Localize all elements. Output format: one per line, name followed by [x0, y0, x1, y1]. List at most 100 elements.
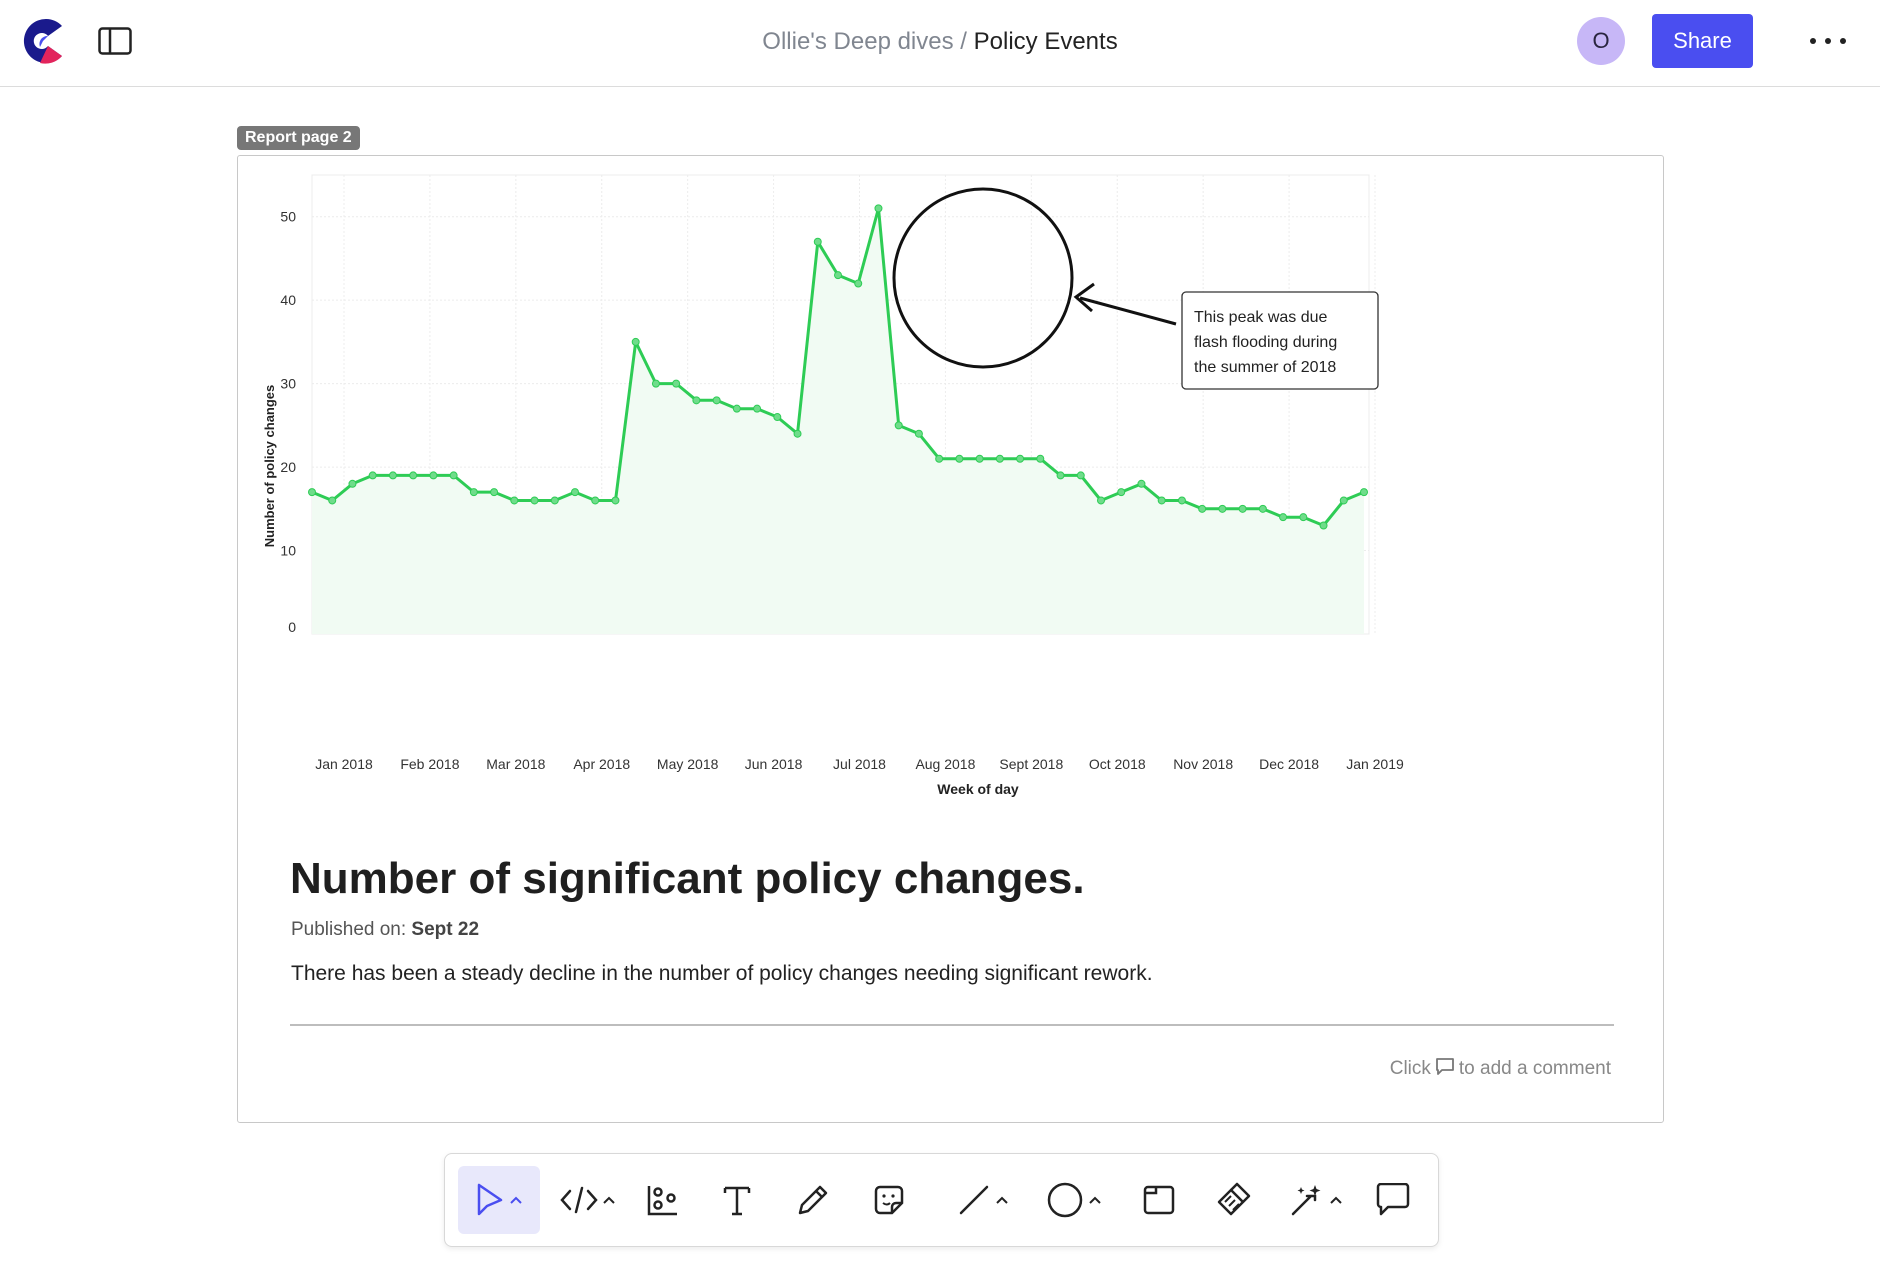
pencil-icon — [798, 1185, 828, 1215]
top-bar: Ollie's Deep dives / Policy Events O Sha… — [0, 0, 1880, 87]
data-point[interactable] — [1279, 513, 1288, 522]
data-point[interactable] — [935, 454, 944, 463]
policy-changes-chart[interactable]: 0 10 20 30 40 50 Jan 2018 Feb 2018 Mar 2018 Apr … — [238, 156, 1663, 816]
share-button[interactable]: Share — [1652, 14, 1753, 68]
data-point[interactable] — [611, 496, 620, 505]
data-point[interactable] — [631, 337, 640, 346]
chevron-up-icon — [1089, 1196, 1101, 1204]
comment-tool-button[interactable] — [1365, 1166, 1421, 1234]
data-point[interactable] — [469, 488, 478, 497]
code-tool-button[interactable] — [555, 1166, 621, 1234]
data-point[interactable] — [1036, 454, 1045, 463]
data-point[interactable] — [348, 479, 357, 488]
stamp-tool-button[interactable] — [1205, 1166, 1261, 1234]
user-avatar[interactable]: O — [1577, 17, 1625, 65]
data-point[interactable] — [955, 454, 964, 463]
peak-highlight-circle — [892, 187, 1074, 369]
data-point[interactable] — [1177, 496, 1186, 505]
data-point[interactable] — [732, 404, 741, 413]
sticker-icon — [874, 1185, 904, 1215]
chart-icon — [647, 1186, 677, 1216]
data-point[interactable] — [914, 429, 923, 438]
data-point[interactable] — [773, 413, 782, 422]
data-point[interactable] — [1339, 496, 1348, 505]
data-point[interactable] — [1097, 496, 1105, 505]
x-tick-label: Mar 2018 — [486, 756, 545, 772]
data-point[interactable] — [308, 488, 316, 497]
data-point[interactable] — [550, 496, 559, 505]
x-tick-label: Feb 2018 — [400, 756, 459, 772]
sticker-tool-button[interactable] — [861, 1166, 917, 1234]
app-logo[interactable] — [18, 16, 68, 66]
line-icon — [959, 1185, 989, 1215]
data-point[interactable] — [834, 271, 842, 280]
data-point[interactable] — [1258, 504, 1267, 513]
x-tick-label: Dec 2018 — [1259, 756, 1319, 772]
bottom-toolbar — [444, 1153, 1439, 1247]
data-point[interactable] — [692, 396, 701, 405]
pen-tool-button[interactable] — [785, 1166, 841, 1234]
published-label: Published on: — [291, 919, 412, 940]
data-point[interactable] — [591, 496, 600, 505]
shape-tool-button[interactable] — [1041, 1166, 1107, 1234]
y-tick-label: 40 — [280, 292, 296, 308]
comment-icon — [1436, 1058, 1454, 1075]
frame-icon — [1143, 1185, 1175, 1215]
data-point[interactable] — [449, 471, 458, 480]
annotation-text: This peak was due flash flooding during … — [1194, 309, 1342, 376]
data-point[interactable] — [510, 496, 519, 505]
data-point[interactable] — [571, 488, 579, 497]
data-point[interactable] — [388, 471, 397, 480]
data-point[interactable] — [854, 279, 863, 288]
chart-tool-button[interactable] — [635, 1166, 691, 1234]
data-point[interactable] — [1360, 488, 1368, 497]
comment-hint[interactable]: Click to add a comment — [1390, 1057, 1611, 1080]
report-description: There has been a steady decline in the n… — [291, 962, 1153, 985]
data-point[interactable] — [1299, 513, 1308, 522]
data-point[interactable] — [793, 429, 802, 438]
circle-icon — [1047, 1182, 1083, 1218]
divider — [290, 1024, 1614, 1026]
data-point[interactable] — [1016, 454, 1025, 463]
data-point[interactable] — [1198, 504, 1207, 513]
data-point[interactable] — [1117, 488, 1126, 497]
data-point[interactable] — [672, 379, 681, 388]
data-point[interactable] — [368, 471, 377, 480]
data-point[interactable] — [813, 237, 822, 246]
x-tick-label: Jan 2018 — [315, 756, 373, 772]
data-point[interactable] — [712, 396, 721, 405]
data-point[interactable] — [1238, 504, 1247, 513]
x-tick-label: May 2018 — [657, 756, 719, 772]
data-point[interactable] — [1157, 496, 1166, 505]
data-point[interactable] — [651, 379, 660, 388]
data-point[interactable] — [1137, 479, 1146, 488]
data-point[interactable] — [995, 454, 1004, 463]
data-point[interactable] — [753, 404, 762, 413]
frame-tool-button[interactable] — [1131, 1166, 1187, 1234]
data-point[interactable] — [328, 496, 337, 505]
data-point[interactable] — [874, 204, 883, 213]
chevron-up-icon — [603, 1196, 615, 1204]
data-point[interactable] — [490, 488, 499, 497]
text-tool-button[interactable] — [709, 1166, 765, 1234]
data-point[interactable] — [894, 421, 903, 430]
code-icon — [560, 1186, 598, 1214]
more-options-icon[interactable] — [1810, 30, 1846, 52]
annotation-line-2: flash flooding during — [1194, 334, 1337, 351]
data-point[interactable] — [1319, 521, 1328, 530]
annotation-line-3: the summer of 2018 — [1194, 359, 1336, 376]
breadcrumb-parent[interactable]: Ollie's Deep dives — [762, 28, 954, 55]
data-point[interactable] — [409, 471, 418, 480]
data-point[interactable] — [1076, 471, 1085, 480]
breadcrumb: Ollie's Deep dives / Policy Events — [0, 26, 1880, 58]
data-point[interactable] — [1056, 471, 1065, 480]
data-point[interactable] — [429, 471, 438, 480]
ai-tool-button[interactable] — [1281, 1166, 1351, 1234]
sidebar-toggle-icon[interactable] — [98, 27, 132, 55]
data-point[interactable] — [975, 454, 984, 463]
data-point[interactable] — [530, 496, 539, 505]
data-point[interactable] — [1218, 504, 1227, 513]
select-tool-button[interactable] — [458, 1166, 540, 1234]
annotation-arrow — [1073, 282, 1177, 326]
line-tool-button[interactable] — [950, 1166, 1016, 1234]
